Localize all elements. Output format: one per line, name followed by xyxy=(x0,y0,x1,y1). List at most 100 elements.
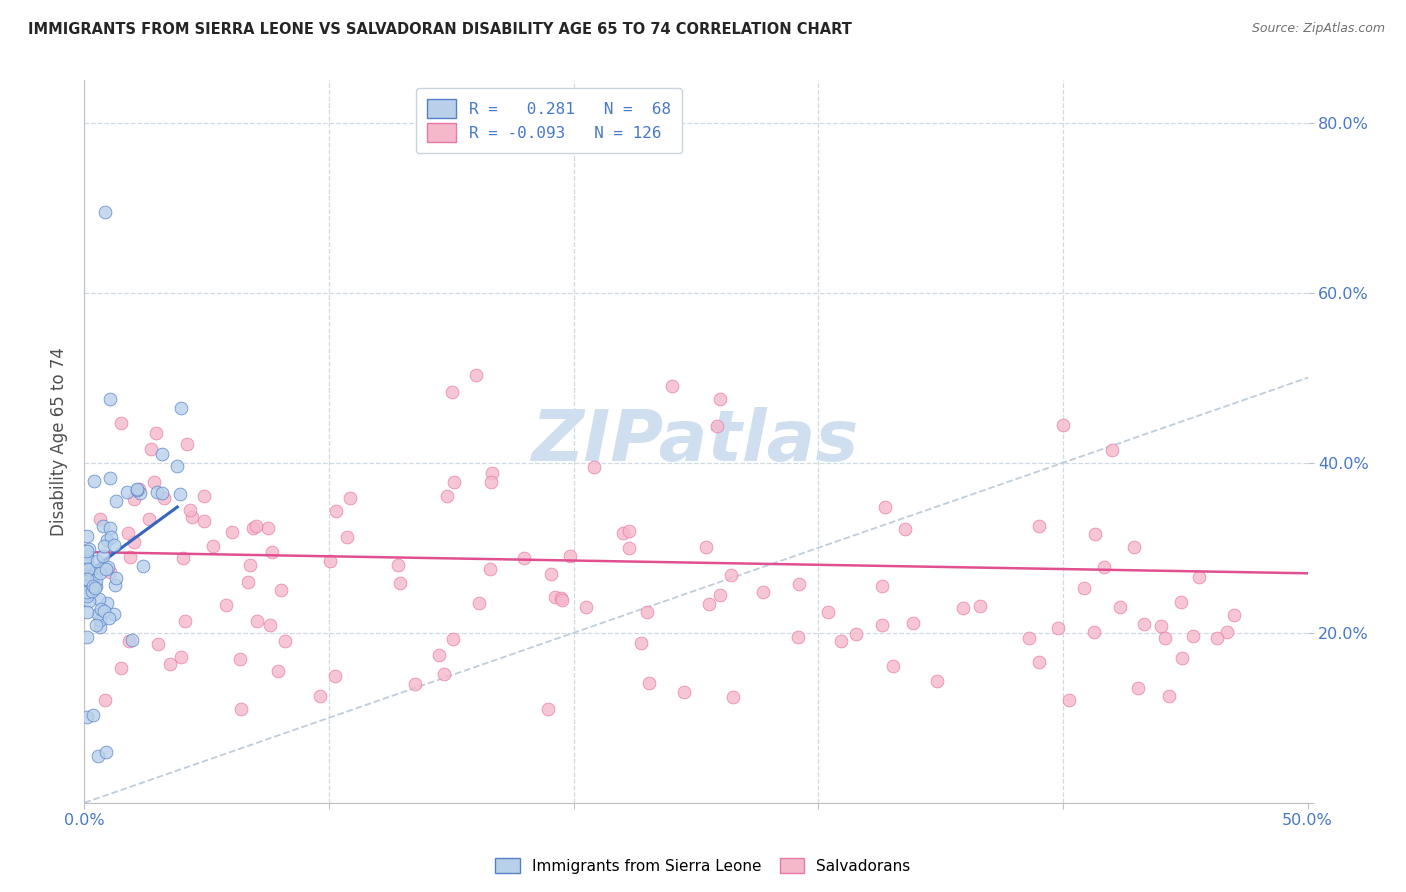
Point xyxy=(830,634,852,648)
Point xyxy=(76,585,98,599)
Point xyxy=(952,600,974,615)
Legend: Immigrants from Sierra Leone, Salvadorans: Immigrants from Sierra Leone, Salvadoran… xyxy=(489,852,917,880)
Point xyxy=(339,491,361,505)
Point xyxy=(575,599,598,614)
Point xyxy=(1028,519,1050,533)
Point xyxy=(166,458,188,473)
Point xyxy=(146,637,169,651)
Point xyxy=(309,690,332,704)
Point xyxy=(479,475,502,490)
Point xyxy=(94,205,117,219)
Point xyxy=(118,634,141,648)
Y-axis label: Disability Age 65 to 74: Disability Age 65 to 74 xyxy=(49,347,67,536)
Point xyxy=(89,613,111,627)
Point xyxy=(870,579,893,593)
Point xyxy=(1206,631,1229,645)
Point xyxy=(150,485,173,500)
Point xyxy=(159,657,181,671)
Point xyxy=(697,597,720,611)
Point xyxy=(76,572,98,586)
Point xyxy=(103,607,125,622)
Point xyxy=(128,482,150,496)
Point xyxy=(76,587,98,601)
Point xyxy=(76,605,98,619)
Point xyxy=(103,538,125,552)
Point xyxy=(105,571,128,585)
Point xyxy=(1150,619,1173,633)
Point xyxy=(245,518,267,533)
Point xyxy=(215,599,238,613)
Point xyxy=(427,648,450,662)
Point xyxy=(93,604,115,618)
Point xyxy=(83,474,105,488)
Point xyxy=(1216,625,1239,640)
Point xyxy=(202,539,225,553)
Point xyxy=(464,368,486,383)
Point xyxy=(1059,692,1081,706)
Point xyxy=(468,596,491,610)
Point xyxy=(706,418,728,433)
Point xyxy=(1223,607,1246,622)
Point xyxy=(121,632,143,647)
Point xyxy=(875,500,897,515)
Point xyxy=(91,549,114,563)
Point xyxy=(87,607,110,621)
Point xyxy=(1092,559,1115,574)
Point xyxy=(97,611,120,625)
Point xyxy=(1133,617,1156,632)
Point xyxy=(120,550,142,565)
Point xyxy=(1101,443,1123,458)
Point xyxy=(80,581,103,595)
Point xyxy=(80,563,103,577)
Point xyxy=(79,576,101,591)
Point xyxy=(1018,631,1040,645)
Point xyxy=(132,559,155,574)
Point xyxy=(193,514,215,528)
Point xyxy=(100,521,122,535)
Point xyxy=(76,710,98,724)
Point xyxy=(105,494,128,508)
Point xyxy=(661,379,683,393)
Point xyxy=(142,475,165,489)
Point xyxy=(79,541,101,556)
Point xyxy=(1188,570,1211,584)
Point xyxy=(93,539,115,553)
Point xyxy=(969,599,991,614)
Point xyxy=(1028,655,1050,669)
Point xyxy=(619,541,641,556)
Point xyxy=(721,690,744,704)
Point xyxy=(86,618,108,632)
Point xyxy=(80,584,103,599)
Point xyxy=(174,614,197,628)
Point xyxy=(110,416,132,430)
Point xyxy=(558,549,581,563)
Point xyxy=(1123,540,1146,554)
Point xyxy=(543,591,565,605)
Point xyxy=(672,685,695,699)
Point xyxy=(76,630,98,644)
Point xyxy=(110,661,132,675)
Point xyxy=(1159,689,1181,703)
Point xyxy=(84,573,107,587)
Point xyxy=(76,589,98,603)
Point xyxy=(404,677,426,691)
Point xyxy=(266,664,288,678)
Point xyxy=(86,554,108,568)
Point xyxy=(90,602,112,616)
Point xyxy=(256,521,278,535)
Point xyxy=(817,605,839,619)
Point xyxy=(236,575,259,590)
Point xyxy=(76,549,98,563)
Point xyxy=(169,486,191,500)
Point xyxy=(893,522,915,536)
Point xyxy=(76,529,98,543)
Point xyxy=(122,535,145,549)
Point xyxy=(1083,625,1105,640)
Point xyxy=(89,620,111,634)
Point xyxy=(89,591,111,606)
Point xyxy=(115,485,138,500)
Point xyxy=(1046,621,1069,635)
Point xyxy=(882,659,904,673)
Point xyxy=(270,582,292,597)
Point xyxy=(229,702,252,716)
